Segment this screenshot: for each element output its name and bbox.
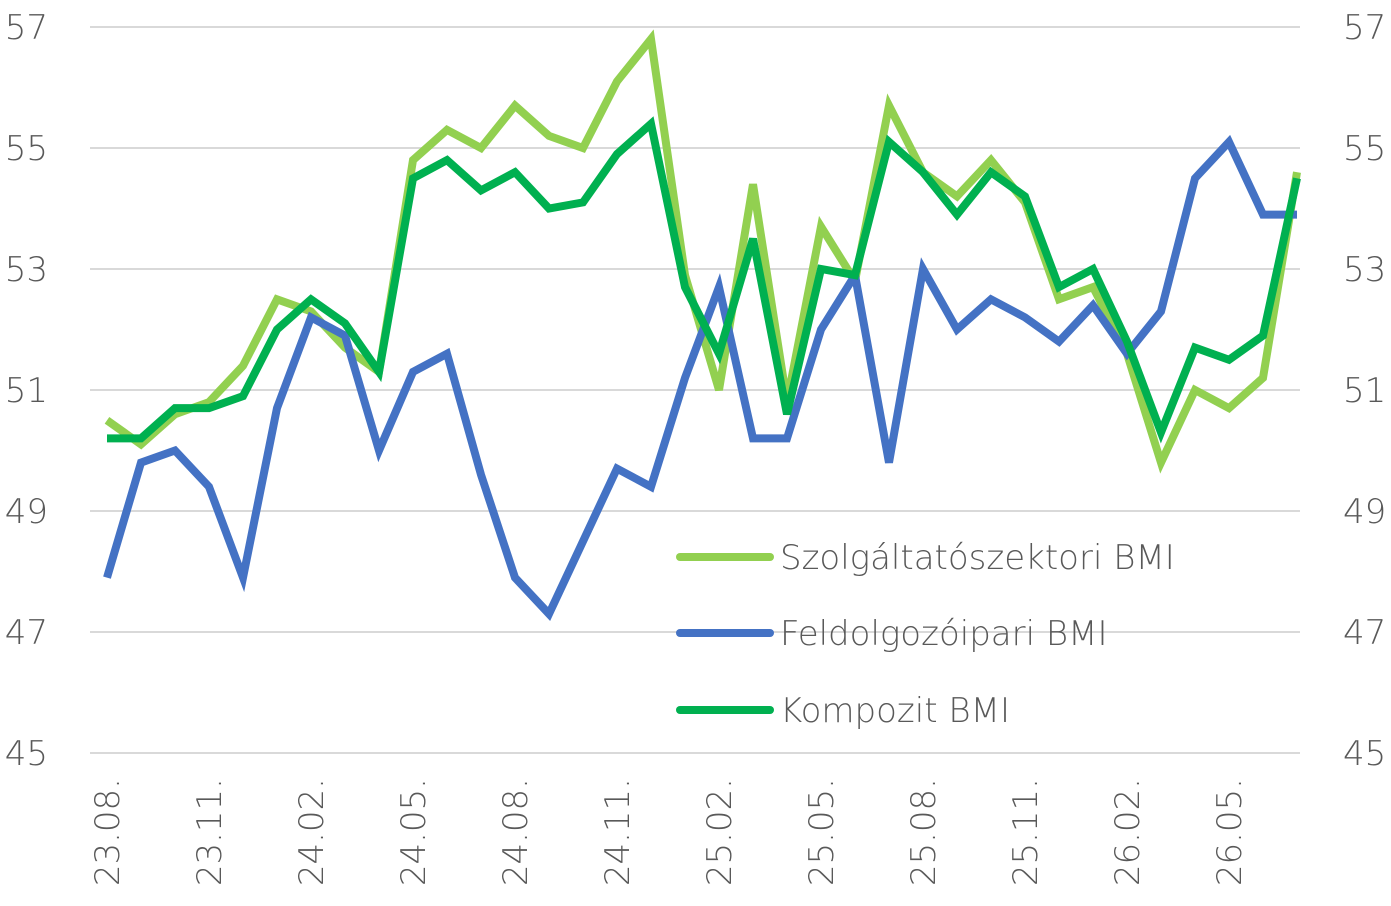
x-tick-24.02.: 24.02.	[292, 778, 332, 886]
y-tick-right-57: 57	[1343, 8, 1386, 48]
y-tick-right-51: 51	[1343, 371, 1386, 411]
y-axis-right: 45 47 49 51 53 55 57	[1343, 8, 1386, 774]
y-tick-left-55: 55	[5, 129, 48, 169]
x-tick-26.02.: 26.02.	[1108, 778, 1148, 886]
x-tick-25.02.: 25.02.	[700, 778, 740, 886]
series-line-3	[107, 116, 1301, 444]
x-tick-24.05.: 24.05.	[394, 778, 434, 886]
y-tick-left-47: 47	[5, 613, 48, 653]
x-tick-23.11.: 23.11.	[190, 778, 230, 886]
y-tick-left-57: 57	[5, 8, 48, 48]
x-tick-25.05.: 25.05.	[802, 778, 842, 886]
legend-label-2: Feldolgozóipari BMI	[780, 614, 1107, 654]
x-tick-24.11.: 24.11.	[598, 778, 638, 886]
y-tick-left-45: 45	[5, 734, 48, 774]
y-tick-left-51: 51	[5, 371, 48, 411]
y-tick-right-45: 45	[1343, 734, 1386, 774]
y-tick-right-49: 49	[1343, 492, 1386, 532]
series-line-2	[103, 134, 1297, 621]
y-tick-right-55: 55	[1343, 129, 1386, 169]
legend-label-1: Szolgáltatószektori BMI	[780, 538, 1175, 578]
y-tick-right-53: 53	[1343, 250, 1386, 290]
x-tick-23.08.: 23.08.	[88, 778, 128, 886]
x-axis: 23.08. 23.11. 24.02. 24.05. 24.08. 24.11. 25.0…	[88, 778, 1250, 886]
y-tick-right-47: 47	[1343, 613, 1386, 653]
legend-label-3: Kompozit BMI	[780, 691, 1010, 731]
x-tick-26.05.: 26.05.	[1210, 778, 1250, 886]
legend: Szolgáltatószektori BMI Feldolgozóipari B…	[676, 538, 1175, 731]
series-lines	[103, 29, 1301, 621]
y-tick-left-49: 49	[5, 492, 48, 532]
x-tick-25.08.: 25.08.	[904, 778, 944, 886]
x-tick-25.11.: 25.11.	[1006, 778, 1046, 886]
y-tick-left-53: 53	[5, 250, 48, 290]
y-axis-left: 45 47 49 51 53 55 57	[5, 8, 48, 774]
x-tick-24.08.: 24.08.	[496, 778, 536, 886]
series-line-1	[104, 29, 1301, 474]
gridlines	[90, 26, 1300, 754]
